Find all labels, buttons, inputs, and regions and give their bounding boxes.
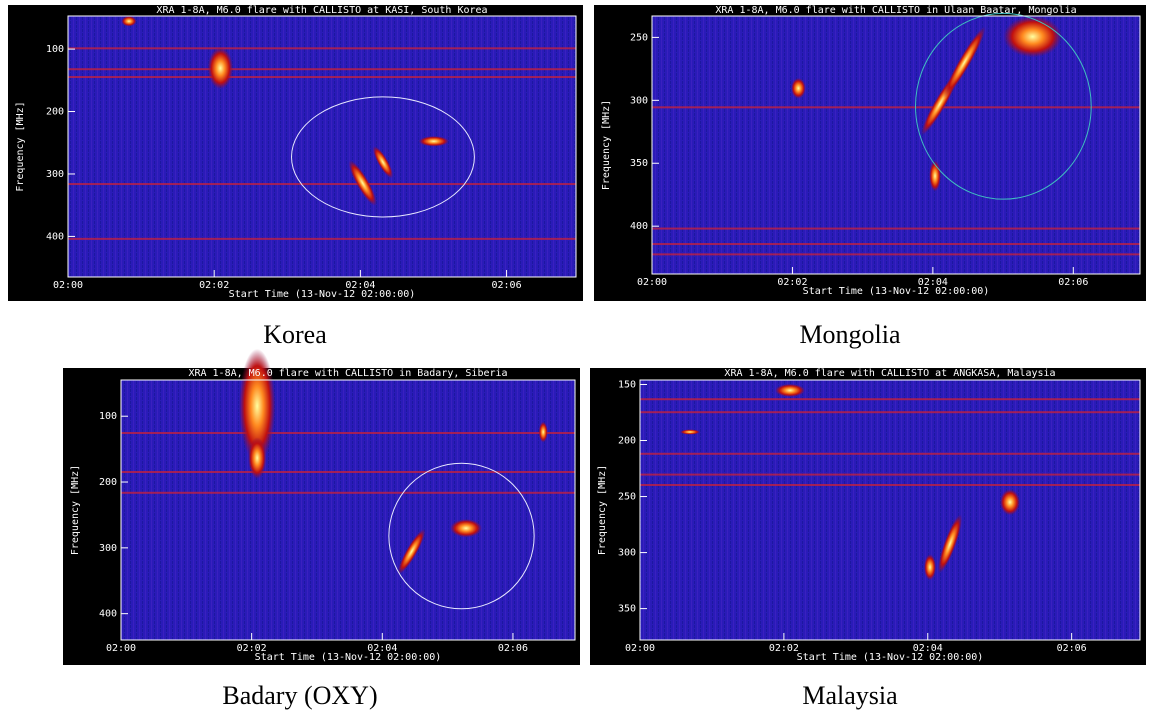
burst (208, 47, 233, 89)
y-tick-label: 200 (99, 477, 117, 488)
y-tick-label: 200 (46, 107, 64, 118)
y-axis-label: Frequency [MHz] (15, 101, 26, 191)
chart-title: XRA 1-8A, M6.0 flare with CALLISTO in Ba… (188, 368, 507, 379)
y-tick-label: 300 (618, 548, 636, 559)
y-axis-label: Frequency [MHz] (70, 465, 81, 555)
interference-band (652, 243, 1140, 245)
x-axis-label: Start Time (13-Nov-12 02:00:00) (797, 652, 984, 663)
interference-band (640, 453, 1140, 455)
burst (539, 422, 548, 443)
spectrogram-background (652, 16, 1140, 274)
interference-band (640, 398, 1140, 400)
y-tick-label: 200 (618, 436, 636, 447)
burst (1000, 489, 1020, 515)
interference-band (121, 432, 575, 434)
figure: 02:0002:0202:0402:06100200300400XRA 1-8A… (0, 0, 1149, 717)
interference-band (121, 471, 575, 473)
x-tick-label: 02:02 (199, 280, 229, 291)
x-tick-label: 02:00 (53, 280, 83, 291)
x-axis-label: Start Time (13-Nov-12 02:00:00) (803, 286, 990, 297)
y-tick-label: 300 (46, 169, 64, 180)
y-tick-label: 300 (630, 95, 648, 106)
interference-band (68, 68, 576, 70)
burst (121, 16, 136, 26)
caption: Korea (263, 320, 327, 349)
caption: Mongolia (799, 320, 901, 349)
interference-band (652, 228, 1140, 230)
x-tick-label: 02:06 (1057, 643, 1087, 654)
interference-band (652, 253, 1140, 255)
y-tick-label: 400 (99, 609, 117, 620)
interference-band (640, 411, 1140, 413)
y-tick-label: 400 (46, 231, 64, 242)
interference-band (68, 183, 576, 185)
x-tick-label: 02:00 (637, 277, 667, 288)
y-tick-label: 350 (630, 158, 648, 169)
y-tick-label: 250 (630, 32, 648, 43)
burst (924, 554, 936, 580)
burst (1003, 16, 1062, 57)
x-tick-label: 02:02 (769, 643, 799, 654)
x-tick-label: 02:06 (492, 280, 522, 291)
interference-band (68, 238, 576, 240)
interference-band (68, 76, 576, 78)
spectrogram-background (121, 380, 575, 640)
interference-band (640, 484, 1140, 486)
y-tick-label: 300 (99, 543, 117, 554)
interference-band (68, 47, 576, 49)
burst (775, 384, 805, 397)
x-axis-label: Start Time (13-Nov-12 02:00:00) (255, 652, 442, 663)
y-axis-label: Frequency [MHz] (601, 100, 612, 190)
interference-band (640, 474, 1140, 476)
y-tick-label: 100 (99, 411, 117, 422)
y-tick-label: 350 (618, 604, 636, 615)
x-axis-label: Start Time (13-Nov-12 02:00:00) (229, 289, 416, 300)
y-tick-label: 400 (630, 221, 648, 232)
y-axis-label: Frequency [MHz] (597, 465, 608, 555)
caption: Malaysia (802, 681, 898, 710)
x-tick-label: 02:06 (1058, 277, 1088, 288)
burst (680, 429, 700, 434)
chart-title: XRA 1-8A, M6.0 flare with CALLISTO at KA… (156, 5, 487, 16)
interference-band (652, 106, 1140, 108)
chart-title: XRA 1-8A, M6.0 flare with CALLISTO at AN… (724, 368, 1055, 379)
x-tick-label: 02:00 (625, 643, 655, 654)
interference-band (121, 492, 575, 494)
y-tick-label: 100 (46, 44, 64, 55)
burst (248, 437, 266, 479)
burst (450, 519, 482, 537)
y-tick-label: 250 (618, 492, 636, 503)
burst (791, 78, 806, 99)
spectrogram-background (640, 380, 1140, 640)
chart-title: XRA 1-8A, M6.0 flare with CALLISTO in Ul… (715, 5, 1076, 16)
caption: Badary (OXY) (222, 681, 377, 710)
burst (419, 136, 449, 146)
y-tick-label: 150 (618, 379, 636, 390)
x-tick-label: 02:00 (106, 643, 136, 654)
x-tick-label: 02:06 (498, 643, 528, 654)
